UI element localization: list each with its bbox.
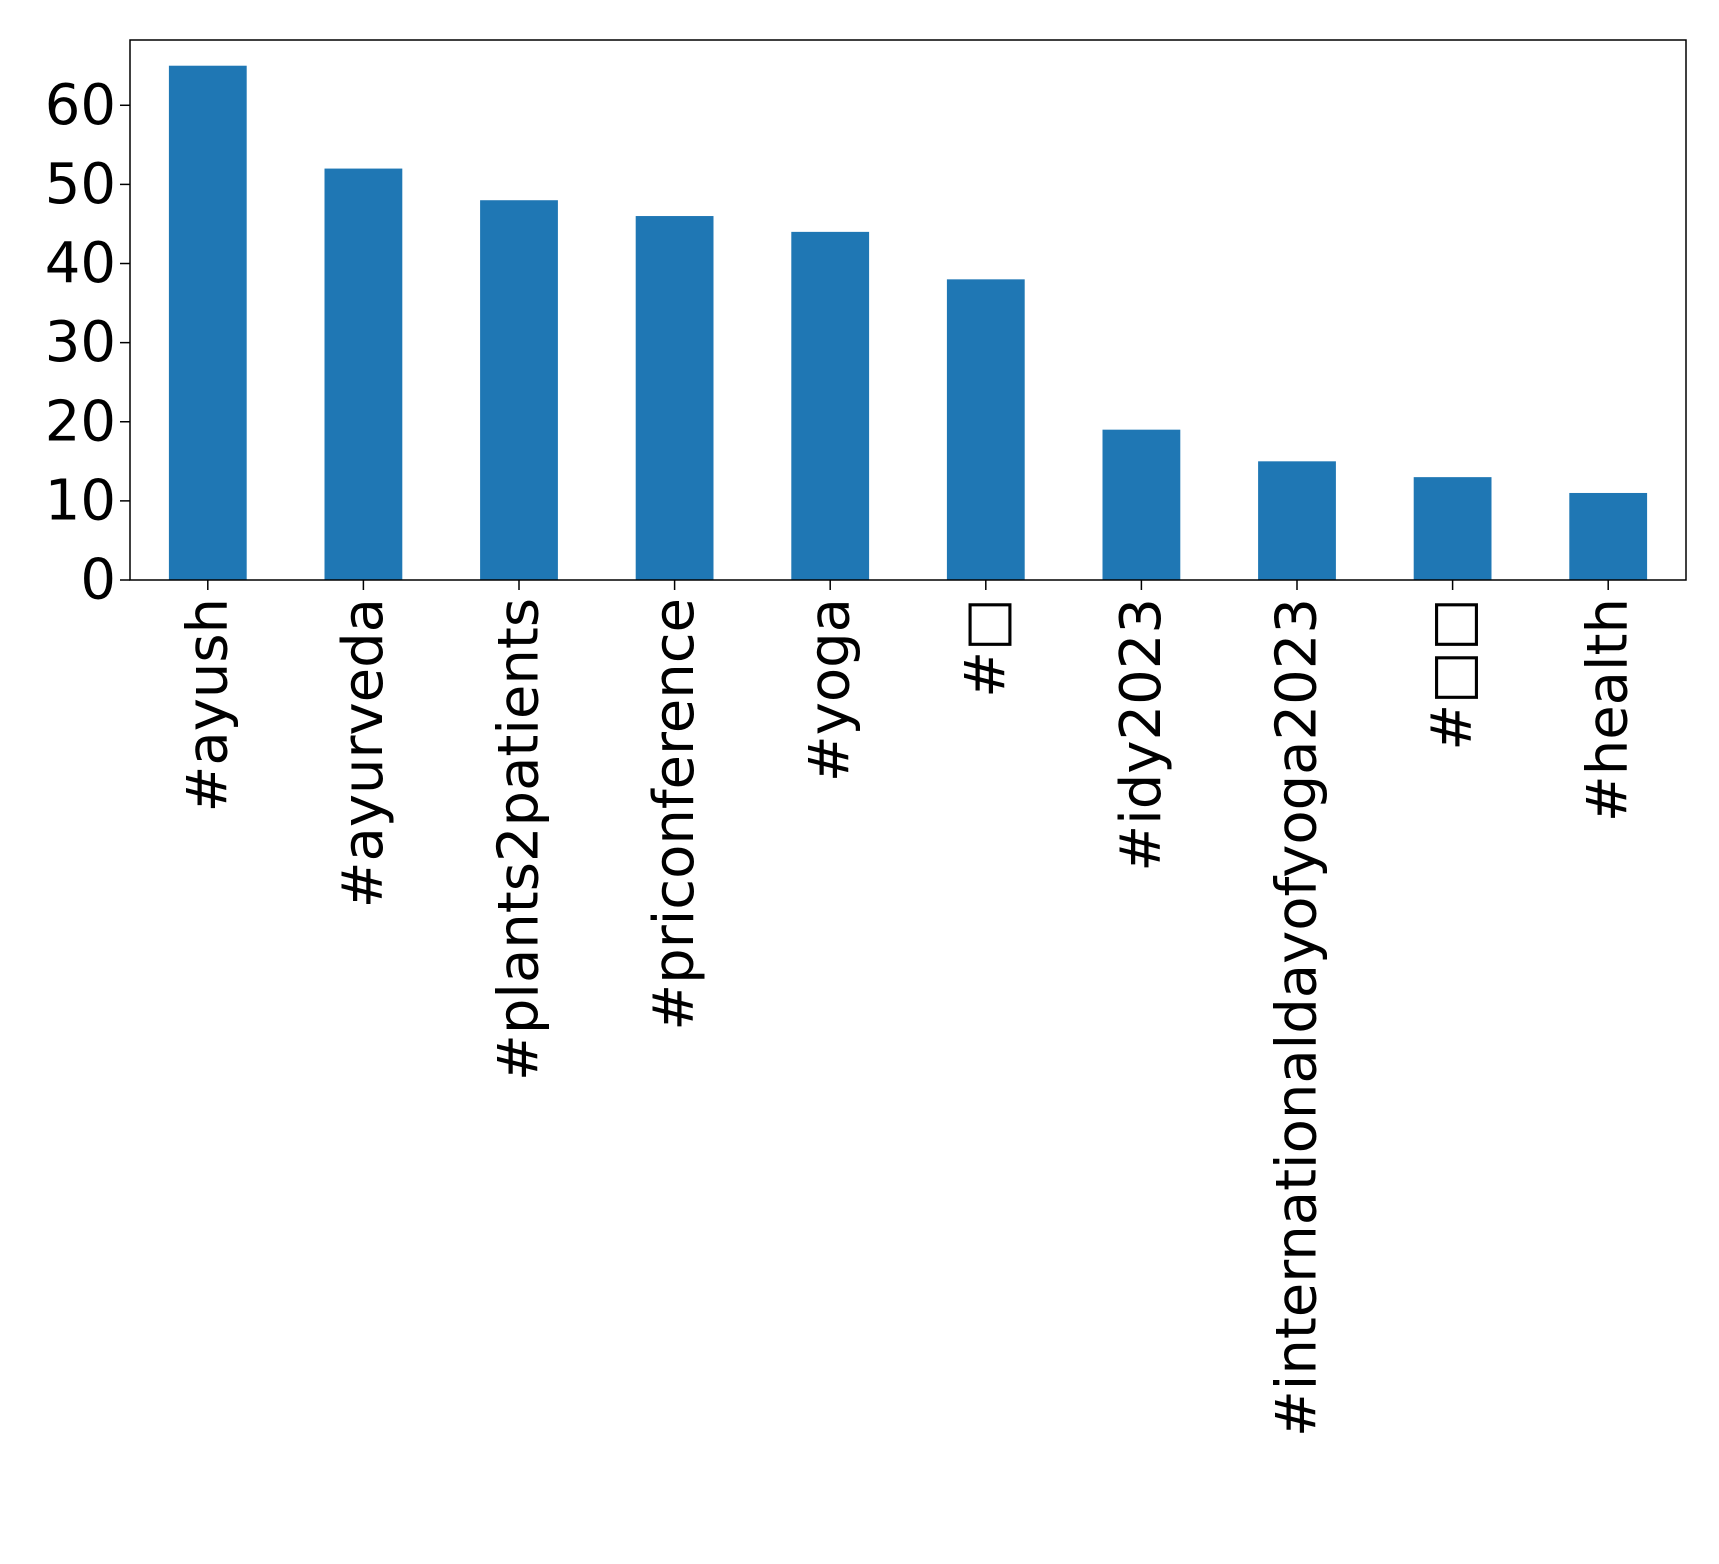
x-tick-label: #priconference (642, 598, 707, 1031)
x-tick-label: #plants2patients (487, 598, 552, 1081)
bar-0 (168, 65, 247, 580)
y-axis: 0 10 20 30 40 50 60 (45, 73, 130, 613)
x-tick-label: #□□ (1420, 598, 1485, 751)
x-axis: #ayush #ayurveda #plants2patients #priconfe… (175, 580, 1641, 1437)
x-tick-label: #internationaldayofyoga2023 (1265, 598, 1330, 1437)
bar-5 (946, 279, 1025, 580)
bar-8 (1413, 477, 1492, 580)
y-tick-label: 50 (45, 152, 116, 217)
x-tick-label: #ayurveda (331, 598, 396, 908)
bar-3 (635, 216, 714, 581)
plot-frame (129, 39, 1687, 581)
y-tick-label: 60 (45, 73, 116, 138)
x-tick-label: #health (1576, 598, 1641, 822)
x-tick-label: #□ (953, 598, 1018, 698)
x-tick-label: #ayush (175, 598, 240, 813)
bar-7 (1258, 461, 1336, 580)
y-tick-label: 10 (45, 468, 116, 533)
y-tick-label: 30 (45, 310, 116, 375)
bar-4 (791, 231, 870, 580)
bar-9 (1569, 492, 1648, 580)
x-tick-label: #yoga (798, 598, 863, 782)
bars-group (168, 65, 1648, 581)
bar-1 (324, 168, 403, 581)
bar-2 (480, 200, 558, 580)
y-tick-label: 40 (45, 231, 116, 296)
bar-6 (1102, 429, 1181, 580)
x-tick-label: #idy2023 (1109, 598, 1174, 872)
y-tick-label: 0 (80, 548, 116, 613)
y-tick-label: 20 (45, 389, 116, 454)
